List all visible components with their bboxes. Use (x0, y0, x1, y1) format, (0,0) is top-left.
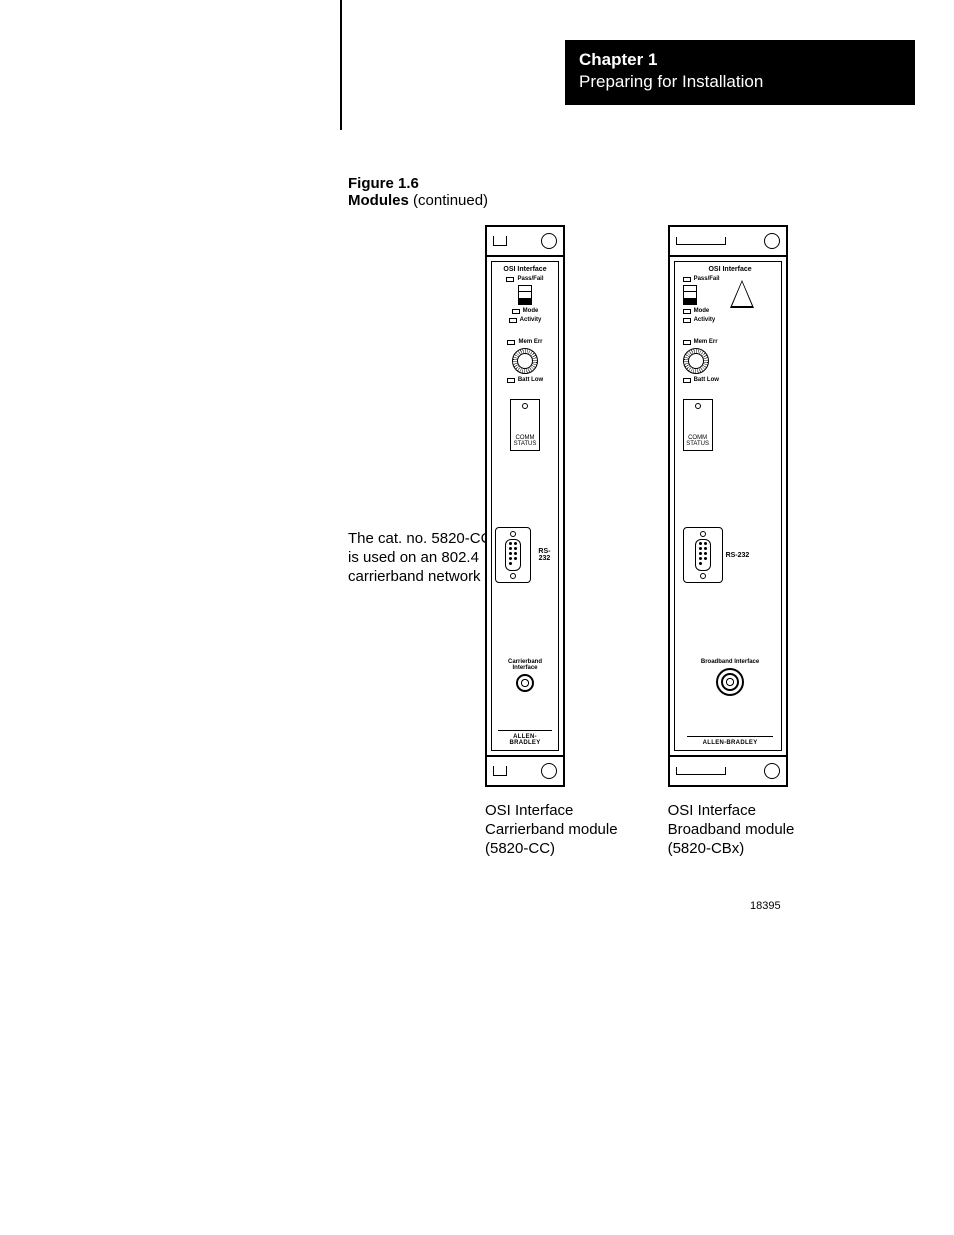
led-mode: Mode (512, 308, 539, 314)
side-note-line: carrierband network (348, 568, 491, 587)
module-top-cap (670, 227, 786, 257)
module-column-cbx: OSI Interface Pass/Fail Mode Activity Me… (668, 225, 795, 858)
comm-status-label: COMM STATUS (684, 435, 712, 447)
side-note: The cat. no. 5820-CC is used on an 802.4… (348, 530, 491, 586)
brand-label: ALLEN-BRADLEY (687, 736, 773, 746)
osi-interface-label: OSI Interface (708, 266, 751, 273)
bracket-icon (493, 766, 507, 776)
led-mode: Mode (683, 308, 710, 314)
carrierband-interface-label: Carrierband Interface (495, 659, 555, 671)
db9-connector-icon (683, 527, 723, 583)
bracket-icon (493, 236, 507, 246)
module-caption-cc: OSI Interface Carrierband module (5820-C… (485, 802, 618, 858)
module-5820-cc: OSI Interface Pass/Fail Mode Activity Me… (485, 225, 565, 787)
comm-status-port: COMM STATUS (683, 399, 713, 451)
rs232-row: RS-232 (683, 527, 750, 583)
bracket-icon (676, 767, 726, 775)
db9-connector-icon (495, 527, 531, 583)
figure-reference-number: 18395 (750, 900, 781, 912)
rotary-dial-icon (512, 348, 538, 374)
chapter-number: Chapter 1 (579, 50, 901, 70)
module-faceplate: OSI Interface Pass/Fail Mode Activity Me… (491, 261, 559, 751)
led-icon (683, 318, 691, 323)
mounting-hole-icon (541, 233, 557, 249)
led-mem-err: Mem Err (507, 339, 542, 345)
mounting-hole-icon (541, 763, 557, 779)
led-activity: Activity (683, 317, 716, 323)
led-icon (507, 340, 515, 345)
screw-icon (522, 403, 528, 409)
coax-connector-icon (716, 668, 744, 696)
led-mem-err: Mem Err (683, 339, 718, 345)
screw-icon (510, 573, 516, 579)
led-activity: Activity (509, 317, 542, 323)
module-5820-cbx: OSI Interface Pass/Fail Mode Activity Me… (668, 225, 788, 787)
led-icon (683, 309, 691, 314)
osi-interface-label: OSI Interface (503, 266, 546, 273)
figure-subject: Modules (continued) (348, 192, 488, 209)
led-pass-fail: Pass/Fail (683, 276, 720, 282)
led-icon (507, 378, 515, 383)
led-icon (683, 340, 691, 345)
module-caption-cbx: OSI Interface Broadband module (5820-CBx… (668, 802, 795, 858)
db9-pins (695, 539, 711, 571)
module-faceplate: OSI Interface Pass/Fail Mode Activity Me… (674, 261, 782, 751)
side-note-line: is used on an 802.4 (348, 549, 491, 568)
comm-status-port: COMM STATUS (510, 399, 540, 451)
led-icon (506, 277, 514, 282)
broadband-interface-label: Broadband Interface (701, 659, 759, 665)
module-bottom-cap (670, 755, 786, 785)
figure-number: Figure 1.6 (348, 175, 488, 192)
rotary-dial-icon (683, 348, 709, 374)
screw-icon (700, 573, 706, 579)
left-margin-rule (340, 0, 342, 130)
led-icon (683, 277, 691, 282)
comm-status-label: COMM STATUS (511, 435, 539, 447)
led-icon (512, 309, 520, 314)
chapter-header: Chapter 1 Preparing for Installation (565, 40, 915, 105)
chapter-title: Preparing for Installation (579, 72, 901, 92)
dip-switch-icon (518, 285, 532, 305)
module-bottom-cap (487, 755, 563, 785)
rs232-row: RS-232 (495, 527, 555, 583)
screw-icon (695, 403, 701, 409)
rs232-label: RS-232 (726, 552, 750, 559)
led-pass-fail: Pass/Fail (506, 276, 543, 282)
rs232-label: RS-232 (534, 548, 555, 562)
dip-switch-icon (683, 285, 697, 305)
db9-pins (505, 539, 521, 571)
led-icon (683, 378, 691, 383)
module-top-cap (487, 227, 563, 257)
brand-label: ALLEN-BRADLEY (498, 730, 552, 746)
led-batt-low: Batt Low (507, 377, 543, 383)
mounting-hole-icon (764, 763, 780, 779)
module-column-cc: OSI Interface Pass/Fail Mode Activity Me… (485, 225, 618, 858)
modules-figure: OSI Interface Pass/Fail Mode Activity Me… (485, 225, 794, 858)
coax-connector-icon (516, 674, 534, 692)
figure-label: Figure 1.6 Modules (continued) (348, 175, 488, 209)
led-batt-low: Batt Low (683, 377, 719, 383)
screw-icon (510, 531, 516, 537)
screw-icon (700, 531, 706, 537)
mounting-hole-icon (764, 233, 780, 249)
side-note-line: The cat. no. 5820-CC (348, 530, 491, 549)
bracket-icon (676, 237, 726, 245)
triangle-marker-icon (730, 280, 754, 308)
led-icon (509, 318, 517, 323)
